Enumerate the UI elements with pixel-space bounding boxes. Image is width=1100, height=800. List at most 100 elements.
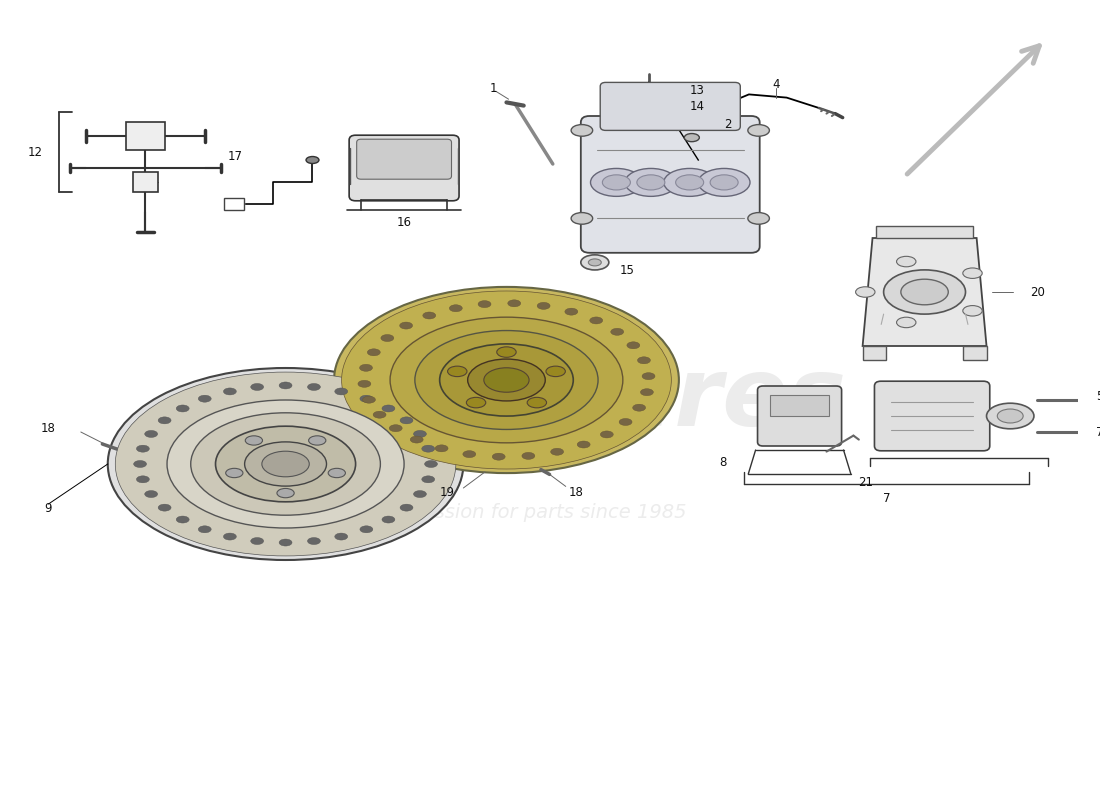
Ellipse shape [658,102,674,111]
Ellipse shape [399,322,412,329]
Ellipse shape [422,312,436,319]
Ellipse shape [901,279,948,305]
Ellipse shape [571,125,593,136]
Ellipse shape [279,382,292,389]
Ellipse shape [675,175,704,190]
Ellipse shape [251,383,264,390]
Ellipse shape [358,380,371,387]
Ellipse shape [632,404,646,411]
Ellipse shape [642,373,654,380]
Bar [962,346,987,360]
Ellipse shape [328,468,345,478]
Ellipse shape [497,347,516,358]
Ellipse shape [962,306,982,316]
Ellipse shape [591,169,642,196]
Text: 20: 20 [1030,286,1045,298]
Ellipse shape [590,317,603,324]
Text: eurospares: eurospares [231,354,846,446]
Text: 18: 18 [569,486,584,498]
Text: 4: 4 [772,78,780,90]
Ellipse shape [436,445,448,452]
Ellipse shape [581,255,608,270]
Text: 13: 13 [690,84,704,97]
Text: 9: 9 [45,502,52,514]
Ellipse shape [190,413,381,515]
Ellipse shape [410,436,424,443]
Ellipse shape [244,442,327,486]
Ellipse shape [492,453,505,460]
Ellipse shape [382,516,395,523]
Ellipse shape [334,388,348,395]
Ellipse shape [484,368,529,392]
Ellipse shape [363,396,375,403]
Ellipse shape [108,368,463,560]
Ellipse shape [381,334,394,342]
Ellipse shape [334,287,679,473]
Ellipse shape [998,409,1023,423]
Ellipse shape [578,441,590,448]
Ellipse shape [308,383,320,390]
Ellipse shape [198,526,211,533]
Ellipse shape [527,398,547,408]
Ellipse shape [400,504,412,511]
Ellipse shape [640,389,653,396]
Ellipse shape [537,302,550,310]
Ellipse shape [167,400,404,528]
Ellipse shape [601,431,614,438]
Bar [126,122,165,150]
Ellipse shape [136,445,150,452]
Bar [132,172,158,192]
Ellipse shape [198,395,211,402]
Ellipse shape [251,538,264,545]
Text: a passion for parts since 1985: a passion for parts since 1985 [392,502,686,522]
Ellipse shape [390,317,623,443]
Ellipse shape [382,405,395,412]
FancyBboxPatch shape [601,82,740,130]
Ellipse shape [414,430,427,438]
Ellipse shape [145,430,157,438]
Ellipse shape [334,533,348,540]
Ellipse shape [663,169,715,196]
Ellipse shape [414,490,427,498]
Ellipse shape [625,169,676,196]
Ellipse shape [588,259,602,266]
Text: 14: 14 [690,100,705,113]
Ellipse shape [223,533,236,540]
Ellipse shape [638,357,650,364]
Ellipse shape [468,359,546,401]
Ellipse shape [962,268,982,278]
Text: 15: 15 [619,264,635,277]
Ellipse shape [883,270,966,314]
Text: 2: 2 [724,118,732,130]
Text: 1: 1 [490,82,497,94]
Ellipse shape [698,169,750,196]
Ellipse shape [306,157,319,163]
Bar [862,346,887,360]
Ellipse shape [136,476,150,483]
Ellipse shape [684,134,700,142]
Ellipse shape [279,539,292,546]
Ellipse shape [463,450,476,458]
Text: 16: 16 [397,216,411,229]
Ellipse shape [373,411,386,418]
Ellipse shape [748,125,769,136]
FancyBboxPatch shape [356,139,451,179]
Ellipse shape [367,349,381,356]
Text: 7: 7 [1097,426,1100,438]
Text: 7: 7 [882,492,890,505]
Ellipse shape [551,448,563,455]
Text: 17: 17 [228,150,242,162]
Text: 18: 18 [41,422,56,434]
Ellipse shape [421,476,434,483]
Text: 5: 5 [1097,390,1100,402]
Ellipse shape [546,366,565,377]
Ellipse shape [133,461,146,467]
Ellipse shape [711,175,738,190]
FancyBboxPatch shape [758,386,842,446]
Ellipse shape [226,468,243,478]
Ellipse shape [748,213,769,224]
Ellipse shape [223,388,236,395]
Ellipse shape [158,504,172,511]
Bar [770,395,829,416]
Text: 8: 8 [719,455,727,469]
